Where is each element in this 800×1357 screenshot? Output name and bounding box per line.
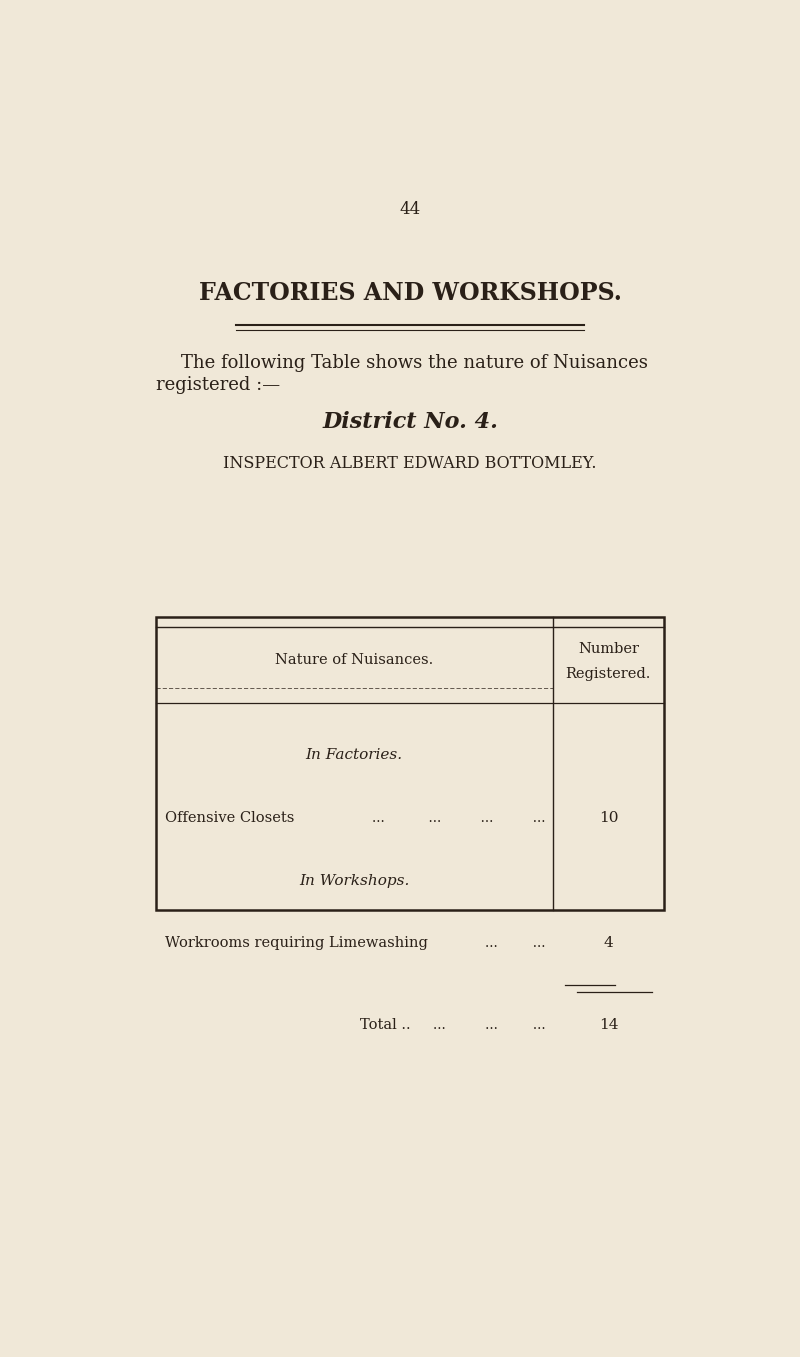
Text: 44: 44 bbox=[399, 201, 421, 218]
Text: District No. 4.: District No. 4. bbox=[322, 411, 498, 433]
Text: Total ..: Total .. bbox=[360, 1018, 410, 1031]
Text: Number: Number bbox=[578, 642, 639, 655]
Text: Nature of Nuisances.: Nature of Nuisances. bbox=[275, 653, 434, 668]
Text: 4: 4 bbox=[603, 936, 614, 950]
Text: FACTORIES AND WORKSHOPS.: FACTORIES AND WORKSHOPS. bbox=[198, 281, 622, 305]
Text: 10: 10 bbox=[598, 811, 618, 825]
Text: Offensive Closets: Offensive Closets bbox=[165, 811, 294, 825]
Text: registered :—: registered :— bbox=[156, 376, 280, 395]
Text: The following Table shows the nature of Nuisances: The following Table shows the nature of … bbox=[181, 354, 647, 372]
Text: 14: 14 bbox=[598, 1018, 618, 1031]
Text: Workrooms requiring Limewashing: Workrooms requiring Limewashing bbox=[165, 936, 428, 950]
Text: In Workshops.: In Workshops. bbox=[299, 874, 410, 887]
Text: ...          ...         ...         ...: ... ... ... ... bbox=[372, 811, 545, 825]
Text: ...         ...        ...: ... ... ... bbox=[433, 1018, 545, 1031]
Text: ...        ...: ... ... bbox=[485, 936, 545, 950]
Text: INSPECTOR ALBERT EDWARD BOTTOMLEY.: INSPECTOR ALBERT EDWARD BOTTOMLEY. bbox=[223, 455, 597, 472]
Text: Registered.: Registered. bbox=[566, 666, 651, 681]
Text: In Factories.: In Factories. bbox=[306, 748, 402, 763]
